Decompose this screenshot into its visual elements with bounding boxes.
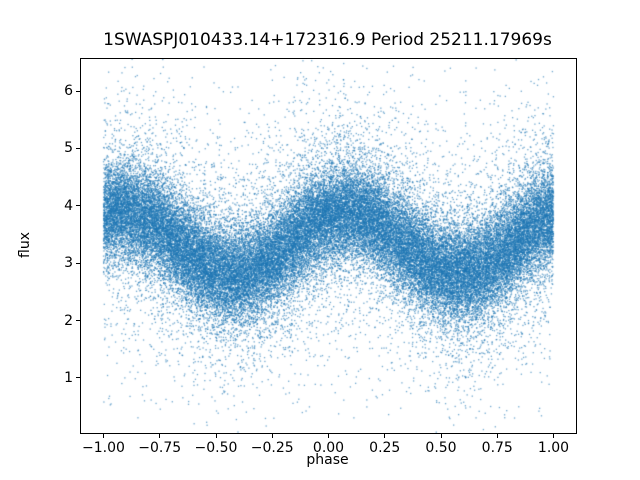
x-tick-mark <box>103 434 104 438</box>
x-tick-label: −1.00 <box>82 440 125 456</box>
y-tick-mark <box>76 205 80 207</box>
y-tick-label: 5 <box>64 140 73 157</box>
x-tick-label: 0.00 <box>312 440 345 456</box>
x-tick-mark <box>215 434 217 438</box>
x-tick-label: 0.75 <box>481 440 513 456</box>
x-tick-label: 1.00 <box>537 440 570 456</box>
y-tick-label: 6 <box>64 83 73 100</box>
scatter-points-canvas <box>81 59 576 433</box>
y-tick-mark <box>76 90 80 92</box>
x-axis-label: phase <box>306 452 349 468</box>
y-tick-label: 1 <box>64 369 73 386</box>
chart-title: 1SWASPJ010433.14+172316.9 Period 25211.1… <box>103 30 552 50</box>
x-tick-label: −0.75 <box>138 440 182 456</box>
plot-area: −1.00 −0.75 −0.50 −0.25 0.00 0.25 0.50 0.75 1.00… <box>64 58 577 456</box>
y-tick-label: 3 <box>64 255 73 272</box>
x-tick-mark <box>496 434 498 438</box>
x-tick-mark <box>553 434 554 438</box>
x-tick-mark <box>328 434 329 438</box>
y-tick-mark <box>76 320 80 322</box>
x-tick-label: −0.50 <box>194 440 238 456</box>
x-tick-mark <box>440 434 442 438</box>
y-tick-mark <box>76 377 80 379</box>
y-tick-mark <box>76 262 80 264</box>
x-tick-mark <box>271 434 273 438</box>
y-tick-mark <box>76 147 80 149</box>
y-axis-label: flux <box>17 232 33 258</box>
y-tick-label: 4 <box>64 197 73 214</box>
x-tick-label: 0.25 <box>369 440 401 456</box>
x-tick-mark <box>384 434 386 438</box>
x-tick-mark <box>159 434 161 438</box>
y-tick-label: 2 <box>64 312 73 329</box>
x-tick-label: 0.50 <box>425 440 457 456</box>
x-tick-label: −0.25 <box>250 440 294 456</box>
